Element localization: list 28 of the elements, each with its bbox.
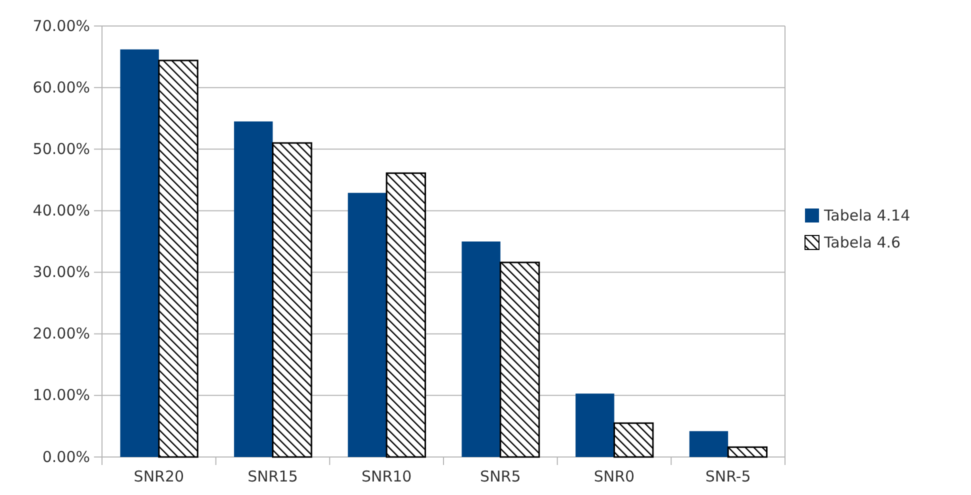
y-tick-label: 40.00% bbox=[32, 202, 90, 220]
bar bbox=[234, 121, 273, 457]
bar bbox=[120, 49, 159, 457]
bar bbox=[727, 446, 768, 458]
x-tick-label: SNR5 bbox=[480, 468, 521, 486]
x-tick-label: SNR15 bbox=[248, 468, 298, 486]
bar bbox=[689, 431, 728, 457]
bar bbox=[348, 192, 387, 457]
bar bbox=[614, 422, 654, 458]
x-tick-label: SNR20 bbox=[134, 468, 184, 486]
legend-label: Tabela 4.6 bbox=[823, 234, 901, 252]
x-tick-label: SNR0 bbox=[594, 468, 635, 486]
bar bbox=[272, 142, 312, 458]
y-tick-label: 50.00% bbox=[32, 140, 90, 158]
bar bbox=[158, 60, 198, 458]
x-tick-label: SNR10 bbox=[361, 468, 412, 486]
y-tick-label: 20.00% bbox=[32, 324, 90, 343]
bar bbox=[462, 242, 500, 457]
y-tick-label: 30.00% bbox=[32, 263, 90, 282]
y-tick-label: 10.00% bbox=[32, 386, 90, 404]
bar bbox=[386, 172, 426, 458]
y-tick-label: 0.00% bbox=[42, 448, 90, 466]
bar bbox=[500, 262, 540, 458]
legend-label: Tabela 4.14 bbox=[823, 206, 910, 224]
y-tick-label: 70.00% bbox=[32, 16, 90, 35]
y-tick-label: 60.00% bbox=[32, 78, 90, 96]
bar bbox=[576, 394, 614, 457]
x-tick-label: SNR-5 bbox=[705, 468, 751, 486]
